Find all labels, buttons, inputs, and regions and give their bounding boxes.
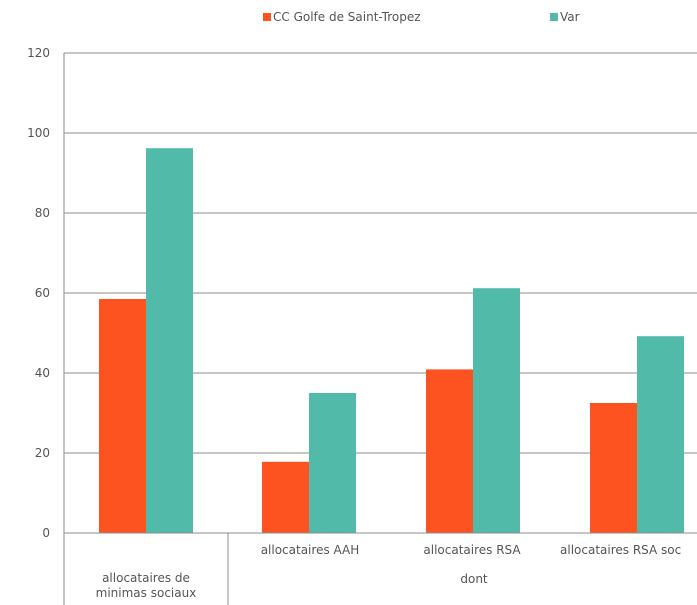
y-tick-label-0: 0 <box>42 526 50 540</box>
y-tick-label-20: 20 <box>35 446 50 460</box>
bar-cc-golfe-2 <box>426 369 473 533</box>
x-category-label-2: allocataires RSA <box>423 543 521 557</box>
bar-var-3 <box>637 336 684 533</box>
y-tick-label-100: 100 <box>27 126 50 140</box>
axes <box>63 53 697 605</box>
bar-var-2 <box>473 288 520 533</box>
x-category-label-1: allocataires AAH <box>261 543 360 557</box>
legend: CC Golfe de Saint-Tropez Var <box>263 10 580 24</box>
y-axis-ticks: 0 20 40 60 80 100 120 <box>27 46 50 540</box>
y-tick-label-80: 80 <box>35 206 50 220</box>
bar-var-1 <box>309 393 356 533</box>
x-category-label-0: allocataires de minimas sociaux <box>96 571 197 600</box>
x-category-label-3: allocataires RSA soc <box>560 543 681 557</box>
legend-swatch-cc-golfe <box>263 13 271 21</box>
bar-var-0 <box>146 148 193 533</box>
y-tick-label-40: 40 <box>35 366 50 380</box>
legend-label-var: Var <box>560 10 580 24</box>
legend-swatch-var <box>550 13 558 21</box>
legend-label-cc-golfe: CC Golfe de Saint-Tropez <box>273 10 421 24</box>
bars <box>99 148 684 533</box>
group-label-dont: dont <box>460 572 488 586</box>
y-tick-label-60: 60 <box>35 286 50 300</box>
bar-cc-golfe-1 <box>262 461 309 533</box>
bar-cc-golfe-3 <box>590 403 637 533</box>
x-axis-labels: dont allocataires de minimas sociaux alloc… <box>96 543 682 600</box>
bar-cc-golfe-0 <box>99 299 146 533</box>
y-tick-label-120: 120 <box>27 46 50 60</box>
